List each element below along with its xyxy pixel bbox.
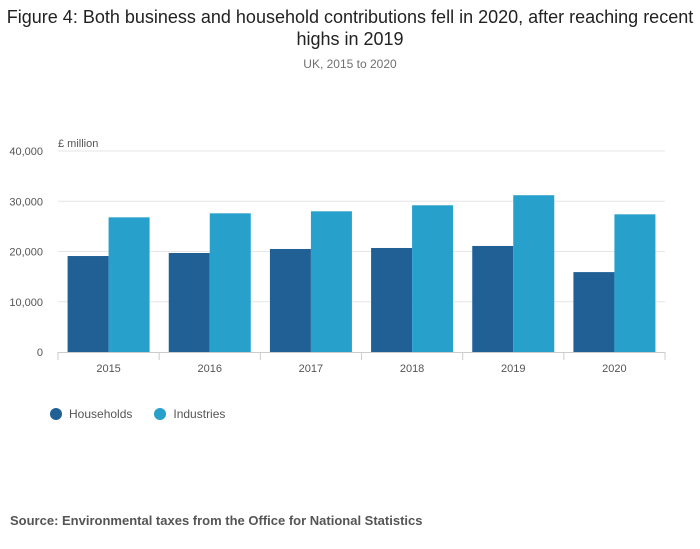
- bar-industries-2015: [108, 217, 150, 352]
- chart-subtitle: UK, 2015 to 2020: [303, 57, 397, 71]
- x-tick-label: 2016: [198, 363, 222, 375]
- legend-label-industries: Industries: [173, 407, 226, 421]
- legend-item-households[interactable]: Households: [50, 407, 132, 421]
- x-tick-label: 2015: [96, 363, 120, 375]
- bar-households-2015: [67, 256, 109, 352]
- y-tick-label: 30,000: [9, 196, 43, 208]
- bar-households-2017: [269, 248, 311, 352]
- bar-households-2016: [168, 253, 210, 352]
- legend-item-industries[interactable]: Industries: [154, 407, 225, 421]
- y-tick-label: 40,000: [9, 146, 43, 158]
- legend-swatch-households: [50, 408, 62, 420]
- bar-industries-2016: [209, 213, 251, 352]
- bar-households-2019: [472, 245, 514, 352]
- x-tick-label: 2018: [400, 363, 424, 375]
- x-tick-label: 2020: [602, 363, 626, 375]
- bar-chart: 0 10,000 20,000 30,000 40,000 £ million 2015 20…: [9, 138, 666, 375]
- bar-industries-2020: [614, 214, 656, 352]
- y-tick-label: 20,000: [9, 247, 43, 259]
- source-note: Source: Environmental taxes from the Off…: [10, 513, 423, 528]
- chart-title: Figure 4: Both business and household co…: [6, 7, 694, 49]
- bar-industries-2019: [513, 195, 555, 352]
- legend-label-households: Households: [69, 407, 133, 421]
- legend: Households Industries: [50, 407, 247, 421]
- bar-industries-2018: [412, 205, 454, 352]
- y-tick-label: 10,000: [9, 297, 43, 309]
- y-tick-label: 0: [37, 347, 43, 359]
- bar-industries-2017: [310, 211, 352, 352]
- x-tick-label: 2019: [501, 363, 525, 375]
- bar-households-2020: [573, 272, 615, 352]
- x-tick-label: 2017: [299, 363, 323, 375]
- legend-swatch-industries: [154, 408, 167, 420]
- y-axis-label: £ million: [58, 138, 98, 150]
- bar-households-2018: [371, 247, 413, 352]
